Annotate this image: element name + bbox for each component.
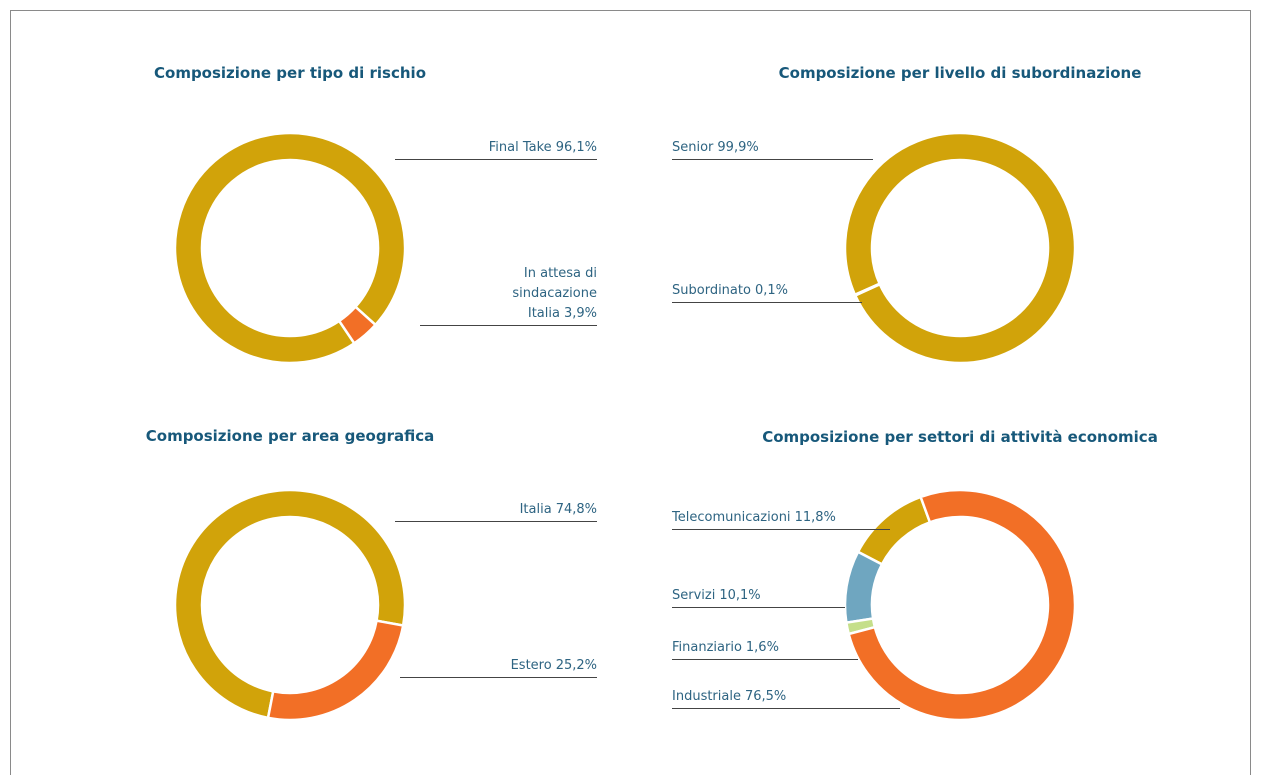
donut-segment: [847, 488, 1077, 722]
slice-name: Final Take: [488, 140, 552, 155]
donut-segment: [266, 619, 405, 722]
slice-value: 76,5%: [744, 689, 787, 704]
donut-segment: [843, 550, 884, 625]
donut-segment: [173, 488, 407, 720]
slice-name: Finanziario: [672, 640, 742, 655]
slice-label: Subordinato 0,1%: [672, 281, 892, 301]
chart-title: Composizione per settori di attività eco…: [762, 428, 1158, 446]
slice-name: In attesa di sindacazione Italia: [512, 266, 597, 321]
slice-value: 3,9%: [563, 306, 597, 321]
slice-name: Italia: [519, 502, 552, 517]
slice-label: Industriale 76,5%: [672, 687, 902, 707]
slice-value: 10,1%: [719, 588, 761, 603]
donut-segment: [843, 131, 1077, 365]
donut-segment: [853, 282, 882, 298]
slice-name: Industriale: [672, 689, 741, 704]
slice-value: 11,8%: [794, 510, 836, 525]
slice-name: Subordinato: [672, 283, 751, 298]
chart-title: Composizione per livello di subordinazio…: [778, 64, 1142, 82]
slice-label: Estero 25,2%: [397, 656, 597, 676]
slice-value: 74,8%: [555, 502, 597, 517]
donut-segment: [337, 305, 378, 346]
donut-segment: [173, 131, 407, 365]
slice-label: Servizi 10,1%: [672, 586, 872, 606]
slice-label: Finanziario 1,6%: [672, 638, 872, 658]
slice-name: Senior: [672, 140, 714, 155]
chart-title: Composizione per tipo di rischio: [154, 64, 426, 82]
slice-label: Final Take 96,1%: [397, 138, 597, 158]
slice-name: Servizi: [672, 588, 716, 603]
slice-label: In attesa di sindacazione Italia 3,9%: [441, 264, 597, 324]
slice-value: 1,6%: [745, 640, 779, 655]
slice-value: 96,1%: [555, 140, 597, 155]
slice-label: Senior 99,9%: [672, 138, 892, 158]
slice-name: Estero: [510, 658, 552, 673]
slice-label: Telecomunicazioni 11,8%: [672, 508, 902, 528]
frame: [10, 10, 1251, 775]
slice-name: Telecomunicazioni: [672, 510, 791, 525]
slice-value: 0,1%: [754, 283, 788, 298]
chart-title: Composizione per area geografica: [145, 427, 435, 445]
slice-value: 25,2%: [555, 658, 597, 673]
slice-value: 99,9%: [717, 140, 759, 155]
slice-label: Italia 74,8%: [397, 500, 597, 520]
